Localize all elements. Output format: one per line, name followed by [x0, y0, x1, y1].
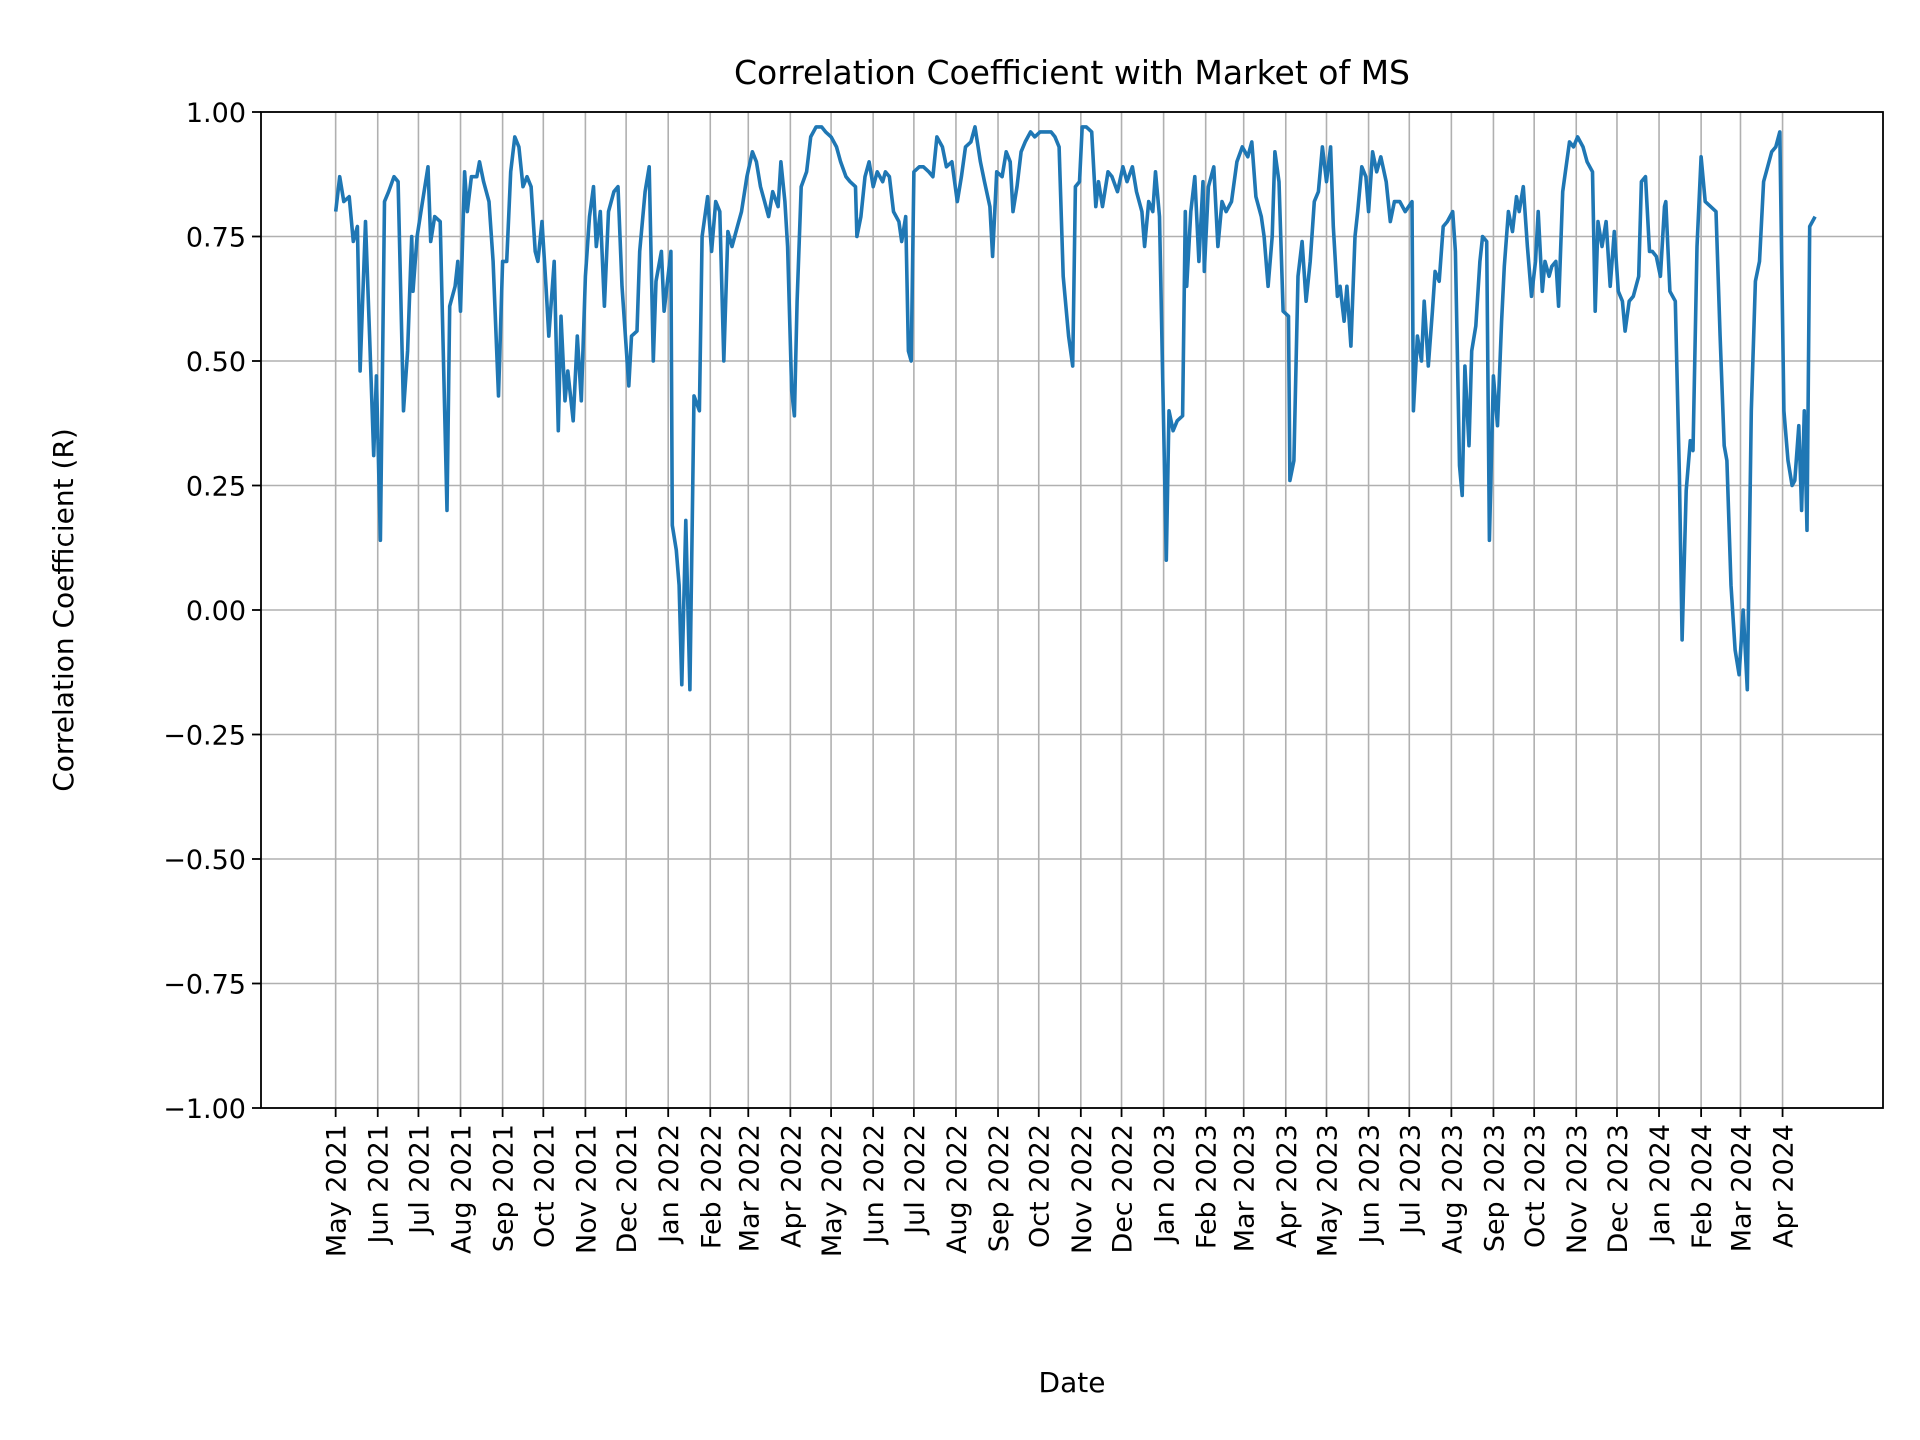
- x-tick-label: Sep 2023: [1479, 1124, 1510, 1252]
- x-tick-label: Apr 2022: [776, 1124, 807, 1248]
- x-tick-label: Nov 2023: [1562, 1124, 1593, 1254]
- x-tick-label: Dec 2023: [1603, 1124, 1634, 1254]
- y-tick-label: 0.50: [186, 347, 246, 378]
- y-tick-label: 1.00: [186, 98, 246, 129]
- x-tick-label: Jun 2022: [859, 1124, 890, 1245]
- x-axis-label: Date: [1039, 1366, 1106, 1399]
- y-tick-label: −0.75: [163, 970, 246, 1001]
- y-tick-label: 0.25: [186, 472, 246, 503]
- x-tick-label: Feb 2023: [1192, 1124, 1223, 1249]
- x-tick-label: Feb 2022: [696, 1124, 727, 1249]
- x-tick-label: Sep 2021: [489, 1124, 520, 1252]
- x-tick-label: Aug 2022: [942, 1124, 973, 1254]
- series-line: [333, 125, 1817, 692]
- x-tick-label: Jan 2024: [1645, 1124, 1676, 1245]
- x-tick-label: May 2022: [817, 1124, 848, 1257]
- x-tick-label: May 2023: [1312, 1124, 1343, 1257]
- x-tick-label: Feb 2024: [1687, 1124, 1718, 1249]
- y-tick-label: −0.50: [163, 845, 246, 876]
- x-tick-label: Jul 2023: [1395, 1124, 1426, 1236]
- chart-title: Correlation Coefficient with Market of M…: [734, 53, 1410, 92]
- y-tick-label: 0.00: [186, 596, 246, 627]
- x-tick-label: Oct 2022: [1025, 1124, 1056, 1248]
- x-tick-label: Aug 2023: [1437, 1124, 1468, 1254]
- y-tick-label: 0.75: [186, 223, 246, 254]
- x-tick-label: Mar 2023: [1230, 1124, 1261, 1252]
- x-axis: May 2021 Jun 2021 Jul 2021 Aug 2021 Sep 2021…: [322, 1108, 1800, 1257]
- x-tick-label: Dec 2021: [612, 1124, 643, 1254]
- x-tick-label: Apr 2024: [1769, 1124, 1800, 1248]
- x-tick-label: Jan 2022: [654, 1124, 685, 1245]
- y-axis: −1.00 −0.75 −0.50 −0.25 0.00 0.25 0.50 0.75 1.00: [163, 98, 261, 1125]
- y-tick-label: −0.25: [163, 721, 246, 752]
- x-tick-label: May 2021: [322, 1124, 353, 1257]
- line-layer: [333, 125, 1817, 692]
- x-tick-label: Jul 2022: [900, 1124, 931, 1236]
- x-tick-label: Oct 2021: [529, 1124, 560, 1248]
- x-tick-label: Nov 2021: [571, 1124, 602, 1254]
- x-tick-label: Aug 2021: [447, 1124, 478, 1254]
- y-tick-label: −1.00: [163, 1094, 246, 1125]
- x-tick-label: Apr 2023: [1272, 1124, 1303, 1248]
- y-axis-label: Correlation Coefficient (R): [47, 428, 80, 792]
- x-tick-label: Mar 2022: [734, 1124, 765, 1252]
- x-tick-label: Jul 2021: [404, 1124, 435, 1236]
- x-tick-label: Mar 2024: [1726, 1124, 1757, 1252]
- x-tick-label: Dec 2022: [1108, 1124, 1139, 1254]
- x-tick-label: Jan 2023: [1150, 1124, 1181, 1245]
- x-tick-label: Jun 2023: [1355, 1124, 1386, 1245]
- x-tick-label: Oct 2023: [1520, 1124, 1551, 1248]
- x-tick-label: Sep 2022: [984, 1124, 1015, 1252]
- grid: [261, 111, 1883, 1109]
- x-tick-label: Nov 2022: [1067, 1124, 1098, 1254]
- x-tick-label: Jun 2021: [364, 1124, 395, 1245]
